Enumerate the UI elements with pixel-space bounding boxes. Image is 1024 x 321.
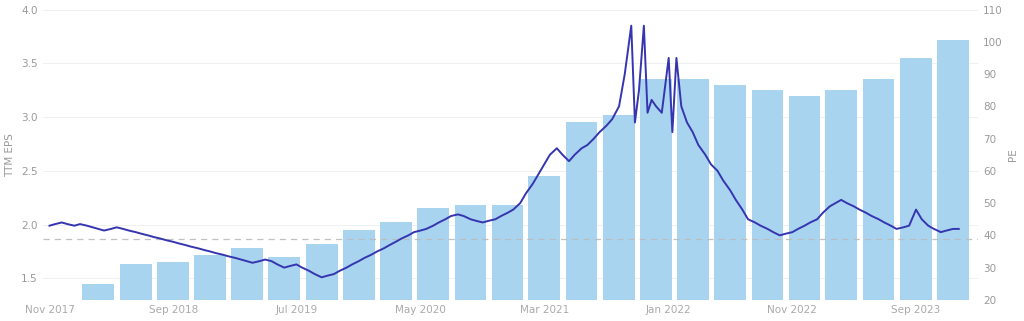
Bar [158, 262, 189, 300]
Bar [120, 265, 152, 300]
Bar [380, 222, 412, 300]
Bar [863, 80, 895, 300]
Y-axis label: PE: PE [1009, 148, 1019, 161]
Bar [788, 96, 820, 300]
Bar [715, 85, 746, 300]
Bar [603, 115, 635, 300]
Bar [455, 205, 486, 300]
Bar [900, 58, 932, 300]
Bar [640, 80, 672, 300]
Bar [528, 176, 560, 300]
Bar [268, 257, 300, 300]
Bar [937, 40, 969, 300]
Bar [492, 205, 523, 300]
Y-axis label: TTM EPS: TTM EPS [5, 133, 15, 177]
Bar [677, 80, 709, 300]
Bar [825, 90, 857, 300]
Bar [566, 123, 597, 300]
Bar [417, 208, 449, 300]
Bar [752, 90, 783, 300]
Bar [306, 244, 338, 300]
Bar [343, 230, 375, 300]
Bar [83, 284, 115, 300]
Bar [231, 248, 263, 300]
Bar [195, 255, 226, 300]
